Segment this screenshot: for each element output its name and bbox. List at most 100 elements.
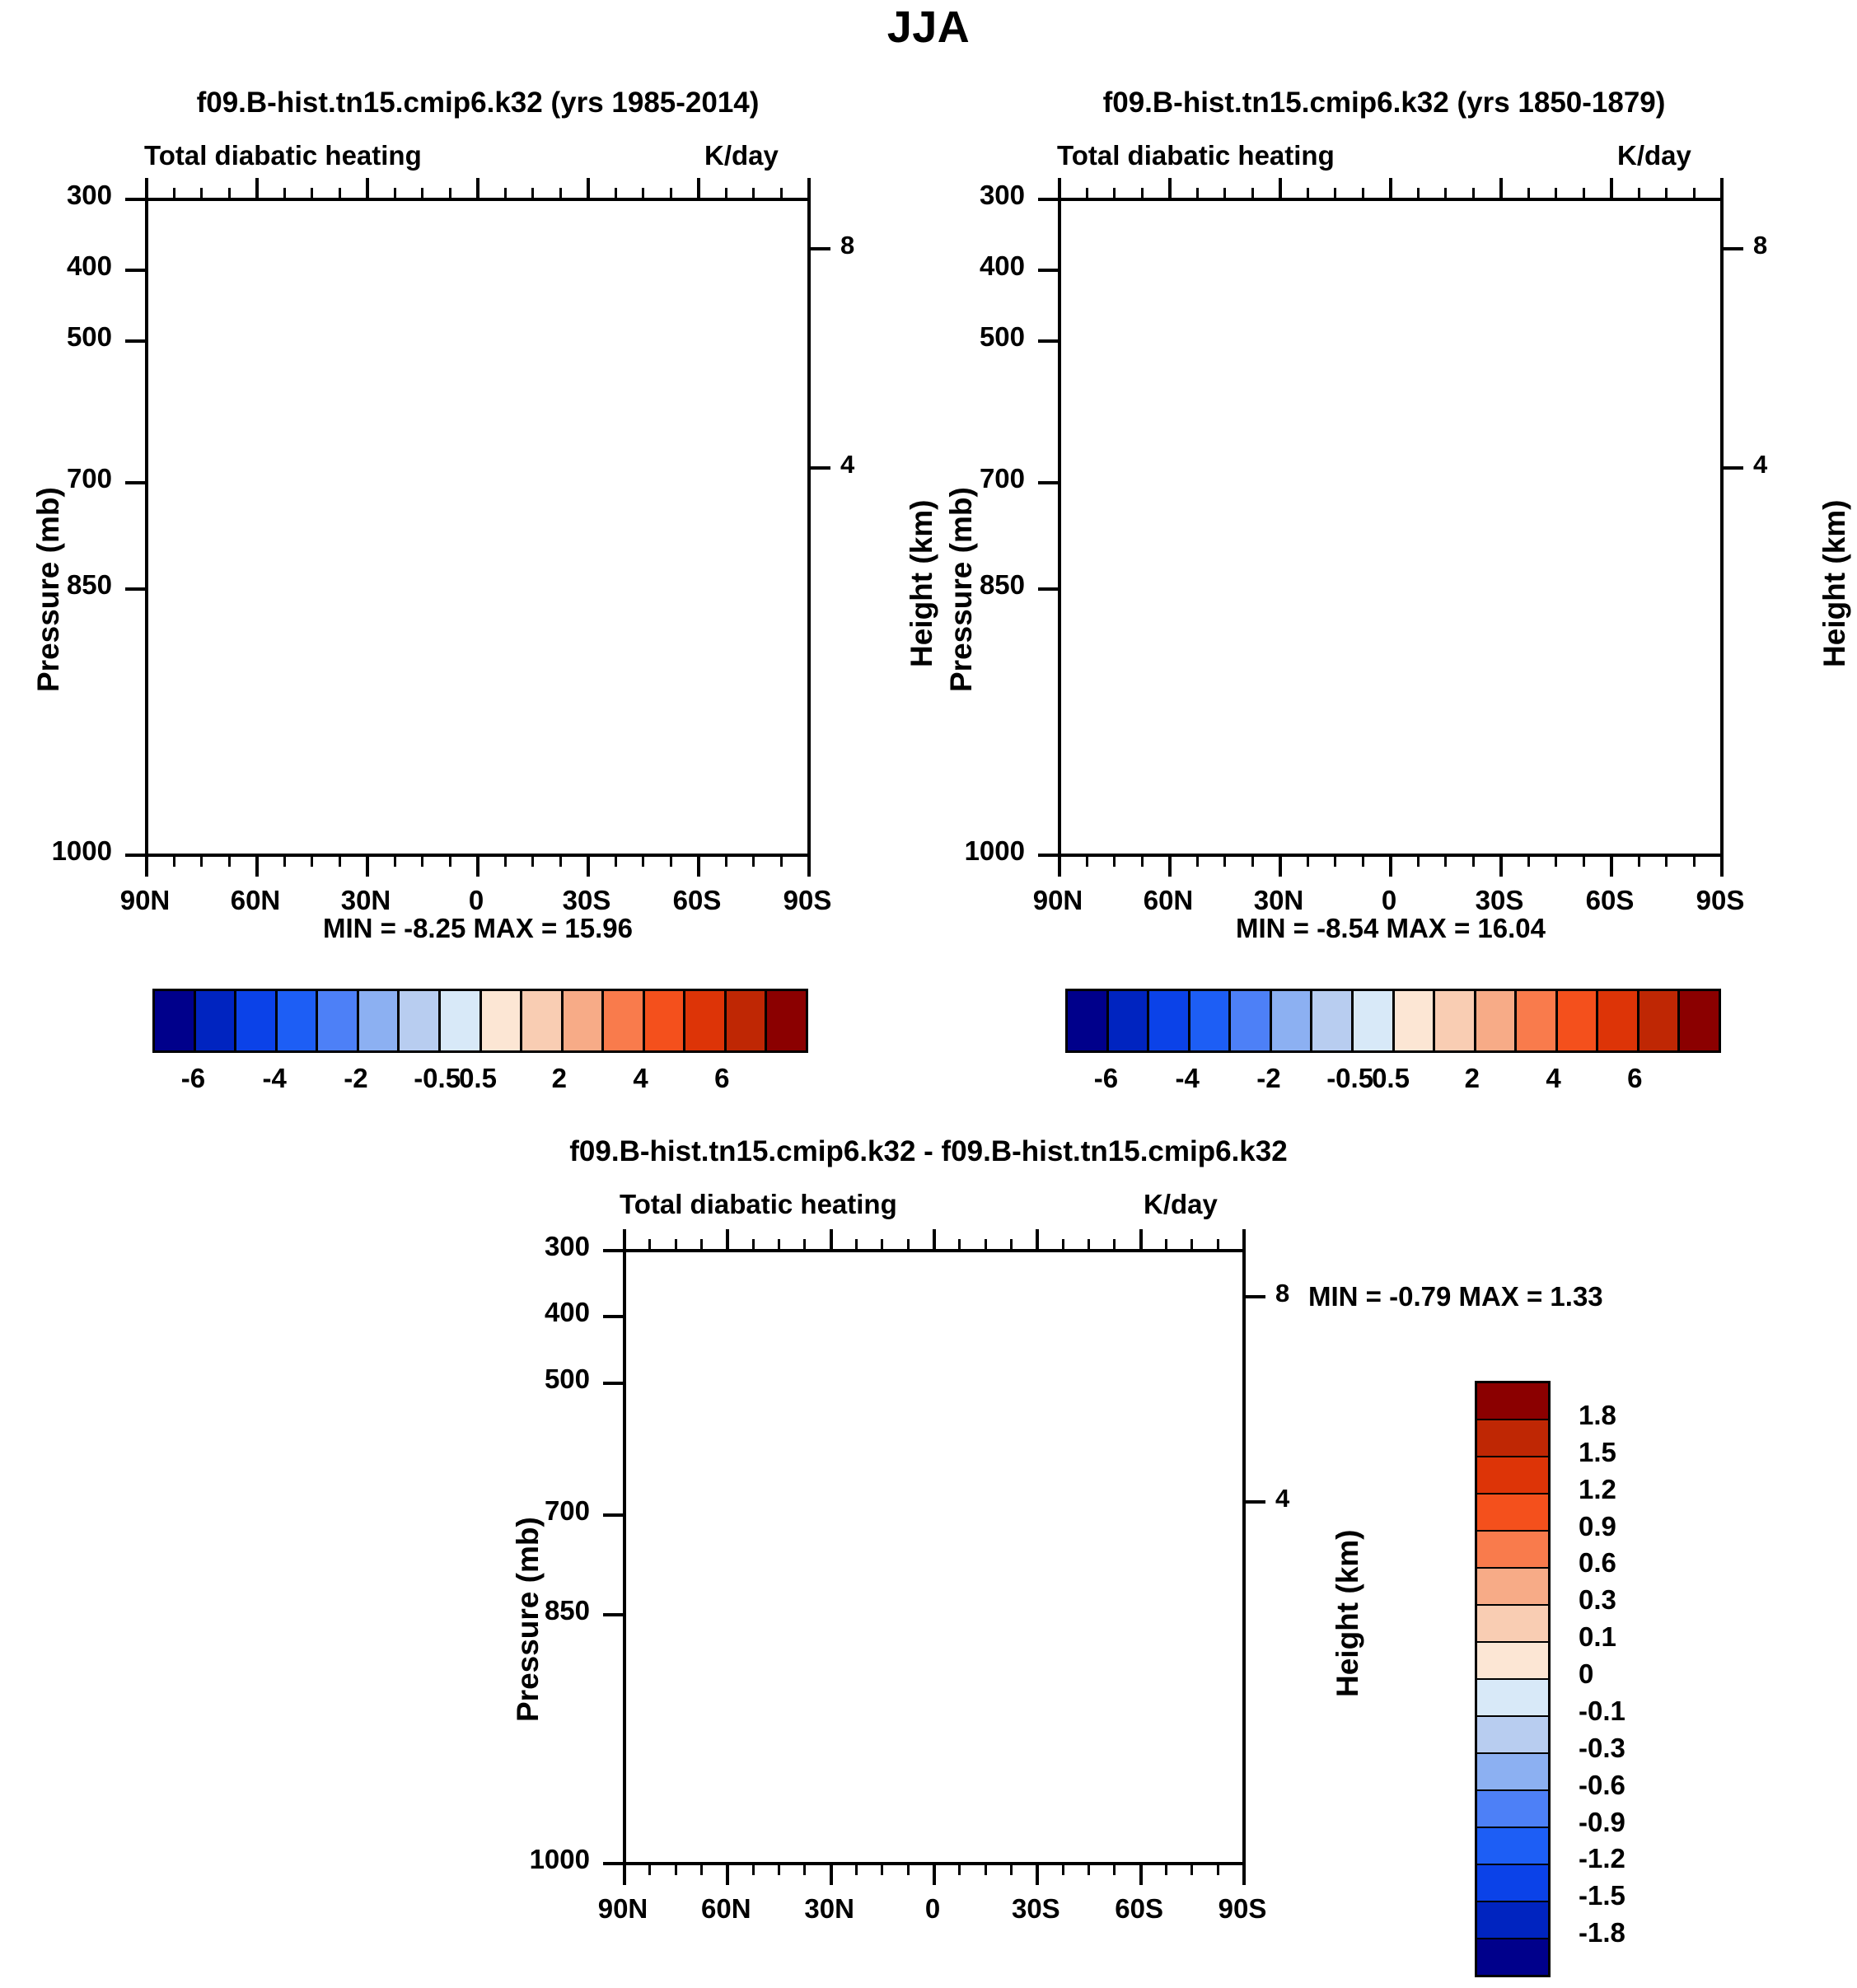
colorbar-tick-label: 4 [633,1063,648,1093]
right-panel-minmax: MIN = -8.54 MAX = 16.04 [1235,913,1546,943]
axis-label-y: 700 [66,462,112,493]
axis-tick-minor [1444,188,1447,199]
axis-label-x: 30N [804,1893,854,1924]
colorbar-cell [1477,1643,1548,1680]
axis-label-x: 90S [783,885,832,915]
axis-tick-major [125,480,147,484]
axis-label-x: 60S [672,885,722,915]
figure-title: JJA [886,2,971,52]
axis-tick-major [1038,198,1059,201]
axis-tick-minor [531,188,534,199]
colorbar-cell [1477,1902,1548,1939]
axis-label-y: 300 [544,1231,590,1261]
colorbar-cell [1477,1457,1548,1495]
colorbar-cell [1477,1680,1548,1717]
colorbar-cell [604,991,645,1050]
colorbar-tick-label: 0 [1579,1658,1594,1689]
axis-tick-minor [1190,1239,1194,1251]
axis-tick-minor [1113,188,1116,199]
axis-tick-minor [1471,188,1475,199]
left-panel-variable-label: Total diabatic heating [144,140,422,171]
axis-tick-major [1139,1864,1143,1885]
diff-panel-contour-canvas [626,1252,1242,1862]
axis-tick-minor [614,855,617,867]
colorbar-tick-label: 2 [1464,1063,1480,1093]
axis-tick-minor [752,855,755,867]
colorbar-cell [481,991,523,1050]
colorbar-cell [318,991,359,1050]
axis-tick-minor [1061,1864,1064,1875]
colorbar-tick-label: 2 [551,1063,567,1093]
axis-tick-major [1499,855,1503,877]
axis-tick-minor [724,188,727,199]
axis-tick-minor [1416,855,1420,867]
colorbar-tick-label: 0.9 [1579,1510,1616,1541]
colorbar-tick-label: 0.6 [1579,1547,1616,1579]
axis-tick-major [255,178,259,199]
colorbar-cell [1394,991,1436,1050]
axis-tick-major [125,268,147,272]
axis-label-x: 60N [1143,885,1194,915]
colorbar-cell [1477,1791,1548,1828]
axis-tick-minor [1195,188,1199,199]
axis-tick-minor [283,855,286,867]
axis-tick-major [1038,339,1059,343]
axis-tick-major [1389,178,1392,199]
axis-tick-major [1038,854,1059,857]
axis-tick-minor [1306,855,1309,867]
axis-tick-major [1058,178,1061,199]
axis-tick-major [697,178,700,199]
axis-tick-major [807,178,811,199]
axis-label-y: 400 [979,250,1025,281]
right-panel-contour-canvas [1061,201,1720,854]
colorbar-cell [1476,991,1518,1050]
colorbar-cell [1477,1865,1548,1902]
axis-tick-major [476,178,479,199]
colorbar-tick-label: -0.5 [414,1063,461,1093]
axis-tick-minor [958,1239,961,1251]
axis-tick-major [1242,1229,1246,1251]
axis-tick-minor [669,855,672,867]
axis-tick-major [1058,855,1061,877]
diff-panel-y2-axis-title: Height (km) [1331,1529,1364,1698]
axis-tick-minor [642,188,644,199]
colorbar-cell [195,991,237,1050]
axis-tick-major [587,178,590,199]
axis-tick-minor [751,1864,755,1875]
colorbar-cell [1231,991,1272,1050]
axis-label-y: 1000 [964,835,1025,866]
axis-tick-minor [172,188,175,199]
axis-tick-minor [803,1864,807,1875]
axis-tick-minor [700,1864,703,1875]
axis-tick-minor [1444,855,1447,867]
colorbar-cell [1108,991,1150,1050]
axis-label-y: 500 [544,1363,590,1394]
colorbar-cell [155,991,196,1050]
axis-tick-minor [1692,855,1696,867]
axis-label-y: 400 [544,1297,590,1328]
axis-tick-major [603,1315,624,1319]
axis-tick-minor [311,188,313,199]
colorbar-cell [563,991,605,1050]
colorbar-cell [1190,991,1232,1050]
axis-tick-minor [803,1239,807,1251]
axis-label-x: 90N [1032,885,1083,915]
axis-tick-minor [614,188,617,199]
axis-label-x: 30S [1475,885,1524,915]
axis-tick-minor [1085,855,1088,867]
axis-tick-minor [1334,188,1336,199]
axis-tick-minor [1361,855,1364,867]
axis-label-x: 0 [924,1893,941,1924]
axis-tick-major [603,1513,624,1518]
colorbar-tick-label: -6 [180,1063,206,1093]
diff-panel-units-label: K/day [1144,1189,1218,1219]
axis-tick-minor [227,188,231,199]
colorbar-tick-label: 4 [1546,1063,1561,1093]
left-colorbar [152,989,808,1053]
axis-label-height: 4 [1275,1484,1290,1513]
axis-tick-major [587,855,590,877]
colorbar-cell [522,991,564,1050]
axis-label-x: 60N [701,1893,751,1924]
axis-tick-minor [1195,855,1199,867]
colorbar-cell [277,991,319,1050]
